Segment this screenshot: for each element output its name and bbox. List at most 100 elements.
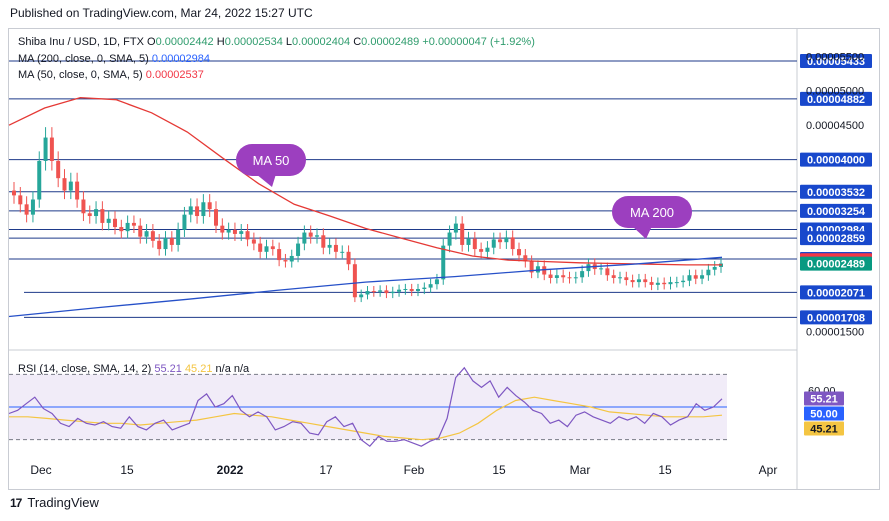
candle-body xyxy=(201,202,206,217)
candle-body xyxy=(226,229,231,233)
candle-body xyxy=(157,240,162,250)
candle-body xyxy=(567,277,572,279)
candle-body xyxy=(655,282,660,285)
level-badge xyxy=(800,184,872,199)
candle-body xyxy=(523,255,528,262)
candle-body xyxy=(618,277,622,279)
candle-body xyxy=(460,223,465,245)
candle-body xyxy=(289,255,294,262)
level-label: 0.00003254 xyxy=(807,206,866,218)
candle-body xyxy=(453,223,458,233)
legend-rsi: RSI (14, close, SMA, 14, 2) 55.21 45.21 … xyxy=(18,363,249,375)
candle-body xyxy=(504,237,509,243)
candle-body xyxy=(573,277,578,279)
price-tick-label: 0.00005000 xyxy=(806,86,864,98)
candle-body xyxy=(81,199,86,214)
candle-body xyxy=(510,237,515,250)
x-axis-label: 15 xyxy=(120,463,134,477)
legend-ohlc: Shiba Inu / USD, 1D, FTX O0.00002442 H0.… xyxy=(18,36,535,48)
candle-body xyxy=(302,232,307,244)
price-badge-label: 0.00002489 xyxy=(807,259,865,271)
legend-ma200-value: 0.00002984 xyxy=(151,53,211,65)
candle-body xyxy=(485,247,490,252)
rsi-badge-label: 55.21 xyxy=(810,393,838,405)
annotation-tail xyxy=(632,226,652,239)
published-caption: Published on TradingView.com, Mar 24, 20… xyxy=(10,6,313,20)
annotation-label: MA 50 xyxy=(253,153,290,168)
candle-body xyxy=(43,137,48,161)
candle-body xyxy=(409,288,414,292)
ma200-line xyxy=(8,256,723,318)
candle-body xyxy=(62,178,67,191)
candle-body xyxy=(251,239,256,244)
candle-body xyxy=(113,218,117,228)
candle-body xyxy=(434,279,439,285)
candle-body xyxy=(649,282,654,285)
candle-body xyxy=(397,289,402,292)
level-label: 0.00003532 xyxy=(807,187,865,199)
annotation-bubble xyxy=(236,144,306,176)
legend-rsi-label: RSI (14, close, SMA, 14, 2) xyxy=(18,363,152,375)
candle-body xyxy=(169,238,174,245)
legend-low: 0.00002404 xyxy=(292,36,351,48)
price-tick-label: 0.00004500 xyxy=(806,120,864,132)
level-label: 0.00001708 xyxy=(807,312,865,324)
level-badge xyxy=(800,285,872,300)
candle-body xyxy=(611,275,616,278)
candle-body xyxy=(182,214,187,230)
candle-body xyxy=(586,264,591,272)
legend-open: 0.00002442 xyxy=(155,36,214,48)
candle-body xyxy=(340,251,345,253)
candle-body xyxy=(277,249,282,261)
candle-body xyxy=(554,275,559,278)
candle-body xyxy=(403,288,408,290)
legend-close: 0.00002489 xyxy=(361,36,420,48)
candle-body xyxy=(125,222,130,232)
rsi-ma-line xyxy=(9,396,723,441)
candle-body xyxy=(188,206,193,215)
candle-body xyxy=(359,294,364,298)
x-axis-label: 17 xyxy=(319,463,333,477)
candle-body xyxy=(352,264,357,298)
candle-body xyxy=(264,246,269,252)
x-axis-label: 15 xyxy=(492,463,506,477)
candle-body xyxy=(119,227,124,232)
candle-body xyxy=(346,251,351,265)
legend-rsi-ma-value: 45.21 xyxy=(184,363,213,375)
candle-body xyxy=(100,209,105,223)
candle-body xyxy=(687,275,692,281)
candle-body xyxy=(176,229,181,245)
candle-body xyxy=(548,274,553,278)
legend-rsi-na: n/a n/a xyxy=(215,363,250,375)
x-axis-label: Apr xyxy=(759,463,778,477)
annotation-bubble xyxy=(612,196,692,228)
rsi-badge xyxy=(804,391,844,406)
legend-low-label: L xyxy=(285,36,293,48)
candle-body xyxy=(529,261,534,273)
price-tick-label: 0.00001500 xyxy=(806,327,864,339)
candle-body xyxy=(365,291,370,295)
candle-body xyxy=(643,279,648,283)
candle-body xyxy=(706,269,711,276)
candle-body xyxy=(384,290,389,294)
candle-body xyxy=(270,246,275,250)
candle-body xyxy=(700,275,705,279)
rsi-line xyxy=(8,366,723,448)
legend-symbol: Shiba Inu / USD, 1D, FTX xyxy=(18,36,144,48)
candle-body xyxy=(668,282,673,285)
legend-ma200-label: MA (200, close, 0, SMA, 5) xyxy=(18,53,149,65)
candle-body xyxy=(106,218,111,223)
candle-body xyxy=(131,222,136,226)
level-badge xyxy=(800,53,872,68)
legend-ma50-value: 0.00002537 xyxy=(145,69,204,81)
level-label: 0.00004882 xyxy=(807,94,865,106)
rsi-badge-label: 45.21 xyxy=(810,423,838,435)
candle-body xyxy=(207,202,212,210)
candle-body xyxy=(517,249,521,256)
candle-body xyxy=(232,229,237,234)
candle-body xyxy=(327,244,332,248)
level-badge xyxy=(800,91,872,106)
x-axis-label: Mar xyxy=(570,463,591,477)
candle-body xyxy=(220,225,225,233)
